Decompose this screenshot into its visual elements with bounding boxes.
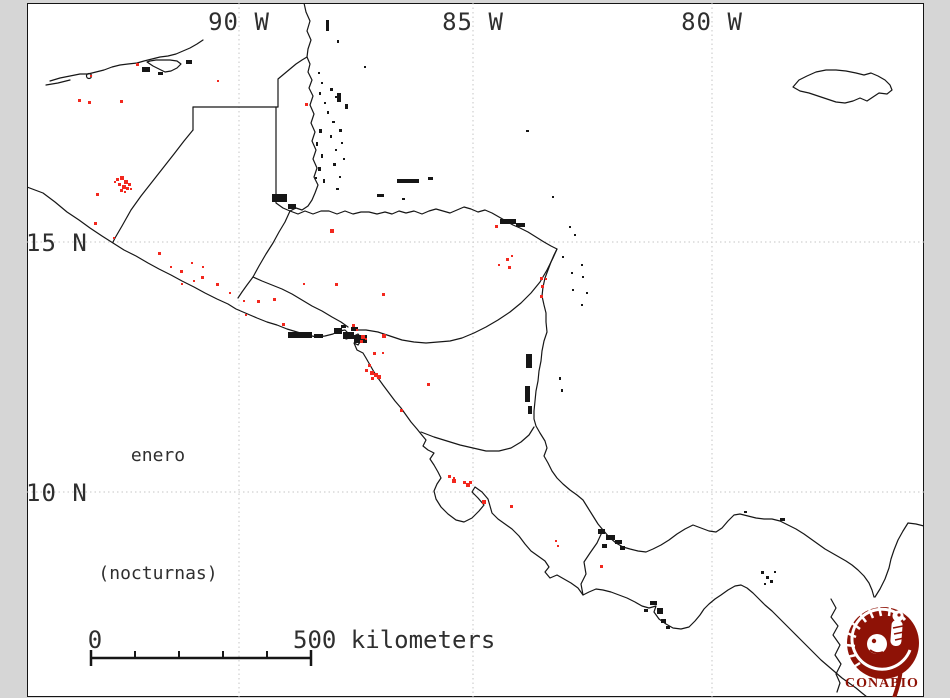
quetzal-tail (892, 649, 903, 697)
coastline-campeche-barrier (45, 79, 71, 86)
border-elsalvador-honduras (252, 276, 349, 328)
map-frame (27, 3, 924, 697)
fire-points-layer (78, 63, 603, 568)
border-nicaragua-costarica (420, 426, 535, 452)
month-label: enero (130, 445, 186, 466)
border-guatemala-belize (275, 106, 291, 212)
jaguar-face (867, 634, 887, 654)
quetzal-wing-stripes (892, 625, 905, 641)
islet-layer (142, 20, 785, 629)
bottom-margin-strip (0, 698, 950, 700)
logo-inner-ring (850, 607, 912, 671)
coastline-darien (830, 598, 842, 693)
coastline-yucatan-east (303, 3, 312, 58)
coastline-belize (289, 56, 319, 212)
axis-label-90w: 90 W (208, 8, 270, 36)
coastline-colombia (874, 522, 924, 598)
scale-bar (89, 650, 313, 666)
quetzal-eye (897, 613, 901, 617)
border-guatemala-elsalvador (237, 276, 254, 299)
conabio-wordmark: CONABIO (845, 676, 919, 691)
coastline-layer (27, 3, 924, 697)
jaguar-mane (845, 606, 892, 670)
coastline-jamaica (792, 69, 893, 104)
jaguar-mouth (869, 649, 884, 655)
border-mexico-guatemala-diagonal (112, 129, 194, 243)
axis-label-80w: 80 W (681, 8, 743, 36)
border-honduras-nicaragua (353, 248, 558, 344)
conabio-logo (845, 606, 919, 697)
jaguar-eye (871, 638, 877, 644)
border-belize-mexico (277, 56, 308, 108)
coastline-caribbean (289, 206, 875, 598)
border-costarica-panama (580, 529, 604, 596)
coastline-pacific (27, 186, 868, 697)
graticule-grid (27, 3, 924, 697)
scalebar-distance-label: 500 kilometers (293, 626, 496, 654)
axis-label-85w: 85 W (442, 8, 504, 36)
map-layers (27, 3, 924, 697)
border-guatemala-honduras (252, 210, 291, 278)
axis-label-15n: 15 N (26, 229, 88, 257)
axis-label-10n: 10 N (26, 479, 88, 507)
mode-label: (nocturnas) (98, 563, 218, 584)
coastline-campeche (49, 39, 204, 82)
scalebar-zero-label: 0 (87, 626, 103, 654)
laguna-terminos (146, 59, 182, 73)
